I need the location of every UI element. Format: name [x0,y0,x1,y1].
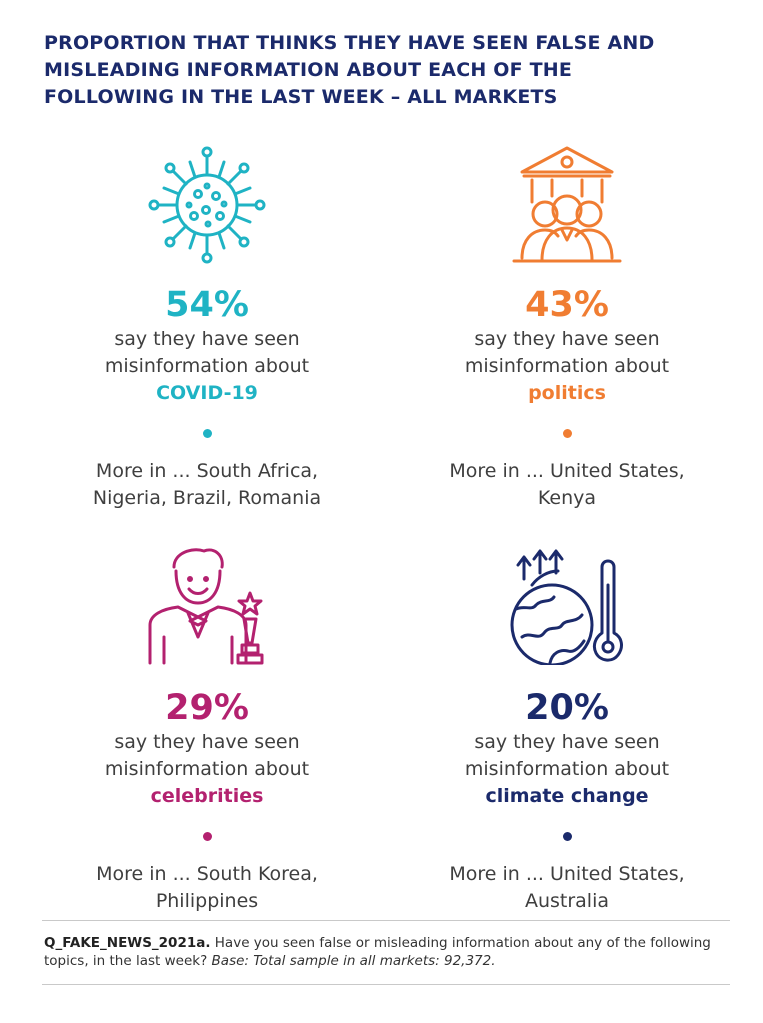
panel-climate: 20% say they have seen misinformation ab… [382,545,752,915]
footnote-top-divider [42,920,730,921]
covid-percentage: 54% [165,285,249,325]
politics-more-line1: More in ... United States, [449,460,685,482]
politics-line1: say they have seen [474,328,660,350]
panel-politics: 43% say they have seen misinformation ab… [382,144,752,512]
covid-line1: say they have seen [114,328,300,350]
virus-icon [148,146,266,264]
government-crowd-icon [512,146,622,263]
climate-percentage: 20% [525,688,609,728]
base-label: Base: [211,953,249,969]
page-title: PROPORTION THAT THINKS THEY HAVE SEEN FA… [44,32,655,108]
politics-dot [562,429,572,438]
climate-line2: misinformation about [464,758,670,780]
celebrities-more-line2: Philippines [155,890,259,912]
base-text: Total sample in all markets: 92,372. [248,953,496,969]
climate-more-line2: Australia [524,890,610,912]
politics-line2: misinformation about [464,355,670,377]
climate-line1: say they have seen [474,731,660,753]
celebrities-more-line1: More in ... South Korea, [96,863,318,885]
footnote: Q_FAKE_NEWS_2021a. Have you seen false o… [44,934,734,970]
footnote-bottom-divider [42,984,730,985]
panel-covid: 54% say they have seen misinformation ab… [22,144,392,512]
politics-topic: politics [528,382,606,404]
covid-dot [202,429,212,438]
panel-celebrities: 29% say they have seen misinformation ab… [22,545,392,915]
covid-more-line2: Nigeria, Brazil, Romania [92,487,322,509]
celebrities-topic: celebrities [150,785,264,807]
covid-topic: COVID-19 [156,382,258,404]
politics-more-line2: Kenya [537,487,597,509]
celebrities-percentage: 29% [165,688,249,728]
covid-line2: misinformation about [104,355,310,377]
question-text: Have you seen false or misleading inform… [44,935,711,969]
question-code: Q_FAKE_NEWS_2021a. [44,935,211,951]
celebrity-award-icon [148,548,264,665]
celebrities-line2: misinformation about [104,758,310,780]
globe-thermometer-icon [510,549,623,665]
celebrities-line1: say they have seen [114,731,300,753]
politics-percentage: 43% [525,285,609,325]
climate-more-line1: More in ... United States, [449,863,685,885]
covid-more-line1: More in ... South Africa, [95,460,319,482]
climate-dot [562,832,572,841]
celebrities-dot [202,832,212,841]
climate-topic: climate change [485,785,649,807]
